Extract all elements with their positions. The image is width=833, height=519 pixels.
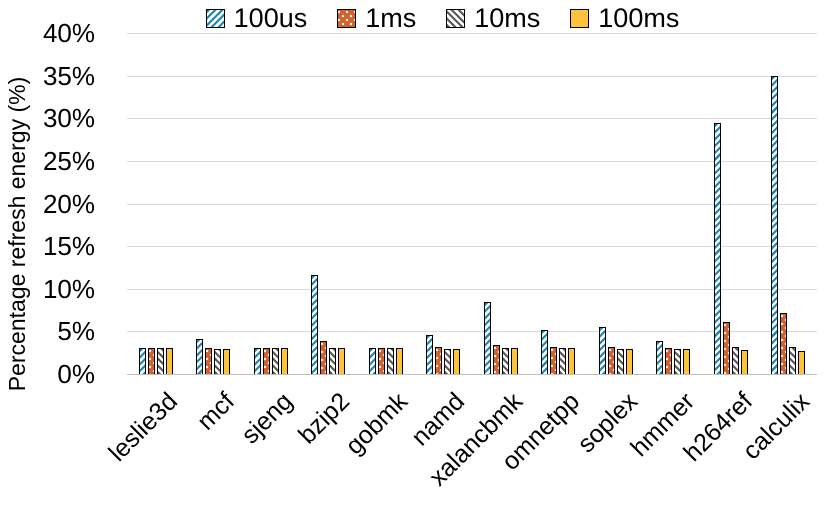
bar-group-sjeng	[242, 33, 300, 374]
legend-swatch-10ms	[446, 8, 466, 28]
bar-bzip2-1ms	[320, 341, 328, 374]
bar-sjeng-1ms	[262, 348, 270, 374]
bar-namd-100us	[426, 335, 434, 374]
bar-leslie3d-100us	[138, 348, 146, 374]
gridline-10%	[127, 288, 817, 290]
bar-bzip2-100ms	[338, 348, 346, 374]
bar-sjeng-100ms	[280, 348, 288, 374]
bar-xalancbmk-100ms	[510, 348, 518, 374]
bar-gobmk-100us	[368, 348, 376, 374]
chart-legend: 100us 1ms 10ms 100ms	[0, 2, 833, 34]
bar-group-omnetpp	[530, 33, 588, 374]
bar-omnetpp-100ms	[568, 348, 576, 374]
gridline-25%	[127, 160, 817, 162]
gridline-35%	[127, 75, 817, 77]
bar-soplex-1ms	[607, 347, 615, 374]
bar-h264ref-10ms	[731, 347, 739, 374]
y-tick-label: 40%	[42, 18, 95, 48]
bar-namd-100ms	[453, 349, 461, 374]
bar-hmmer-100us	[656, 341, 664, 374]
bar-leslie3d-10ms	[156, 348, 164, 374]
bar-group-mcf	[185, 33, 243, 374]
y-tick-label: 5%	[57, 316, 95, 347]
bar-gobmk-1ms	[377, 348, 385, 374]
bar-leslie3d-100ms	[165, 348, 173, 374]
bar-hmmer-1ms	[665, 348, 673, 374]
bar-h264ref-1ms	[722, 322, 730, 374]
bar-xalancbmk-100us	[483, 302, 491, 374]
plot-area	[127, 33, 817, 375]
gridline-5%	[127, 331, 817, 333]
y-tick-label: 0%	[57, 359, 95, 389]
bar-h264ref-100ms	[740, 350, 748, 374]
gridline-20%	[127, 203, 817, 205]
bar-bzip2-10ms	[329, 348, 337, 374]
bar-soplex-100us	[598, 327, 606, 374]
legend-swatch-100us	[205, 8, 225, 28]
bar-gobmk-100ms	[395, 348, 403, 374]
bar-soplex-100ms	[625, 349, 633, 374]
bar-group-h264ref	[702, 33, 760, 374]
legend-label: 100us	[233, 2, 308, 33]
bar-h264ref-100us	[713, 123, 721, 374]
gridline-30%	[127, 118, 817, 120]
bar-mcf-1ms	[205, 348, 213, 374]
bar-namd-1ms	[435, 347, 443, 374]
bar-group-hmmer	[645, 33, 703, 374]
legend-swatch-1ms	[337, 8, 357, 28]
bar-mcf-10ms	[214, 349, 222, 374]
bar-group-leslie3d	[127, 33, 185, 374]
bar-namd-10ms	[444, 349, 452, 374]
bar-soplex-10ms	[616, 349, 624, 374]
bar-calculix-1ms	[780, 313, 788, 374]
bar-hmmer-10ms	[674, 349, 682, 374]
bar-calculix-100ms	[798, 351, 806, 374]
bar-group-soplex	[587, 33, 645, 374]
bar-bzip2-100us	[311, 275, 319, 374]
bar-hmmer-100ms	[683, 349, 691, 374]
bar-omnetpp-10ms	[559, 348, 567, 374]
bar-group-xalancbmk	[472, 33, 530, 374]
y-tick-label: 30%	[42, 103, 95, 134]
legend-item-100us: 100us	[205, 2, 308, 33]
legend-label: 100ms	[598, 2, 680, 33]
bar-group-calculix	[760, 33, 818, 374]
bar-omnetpp-100us	[541, 330, 549, 374]
y-tick-label: 35%	[42, 60, 95, 91]
legend-label: 10ms	[474, 2, 541, 33]
bar-mcf-100ms	[223, 349, 231, 374]
legend-swatch-100ms	[570, 8, 590, 28]
legend-item-1ms: 1ms	[337, 2, 417, 33]
bar-leslie3d-1ms	[147, 348, 155, 374]
bar-calculix-100us	[771, 76, 779, 374]
legend-item-100ms: 100ms	[570, 2, 680, 33]
y-tick-label: 10%	[42, 273, 95, 304]
gridline-40%	[127, 33, 817, 34]
bar-sjeng-100us	[253, 348, 261, 374]
y-tick-label: 25%	[42, 145, 95, 176]
bar-sjeng-10ms	[271, 348, 279, 374]
bar-omnetpp-1ms	[550, 347, 558, 374]
bar-mcf-100us	[196, 339, 204, 374]
gridline-15%	[127, 246, 817, 248]
bar-gobmk-10ms	[386, 348, 394, 374]
bar-calculix-10ms	[789, 347, 797, 374]
y-tick-label: 20%	[42, 188, 95, 219]
bar-xalancbmk-10ms	[501, 348, 509, 374]
bar-group-gobmk	[357, 33, 415, 374]
bar-xalancbmk-1ms	[492, 345, 500, 374]
legend-label: 1ms	[365, 2, 417, 33]
bar-group-bzip2	[300, 33, 358, 374]
y-tick-label: 15%	[42, 231, 95, 262]
bar-groups	[127, 33, 817, 374]
bar-group-namd	[415, 33, 473, 374]
legend-item-10ms: 10ms	[446, 2, 541, 33]
